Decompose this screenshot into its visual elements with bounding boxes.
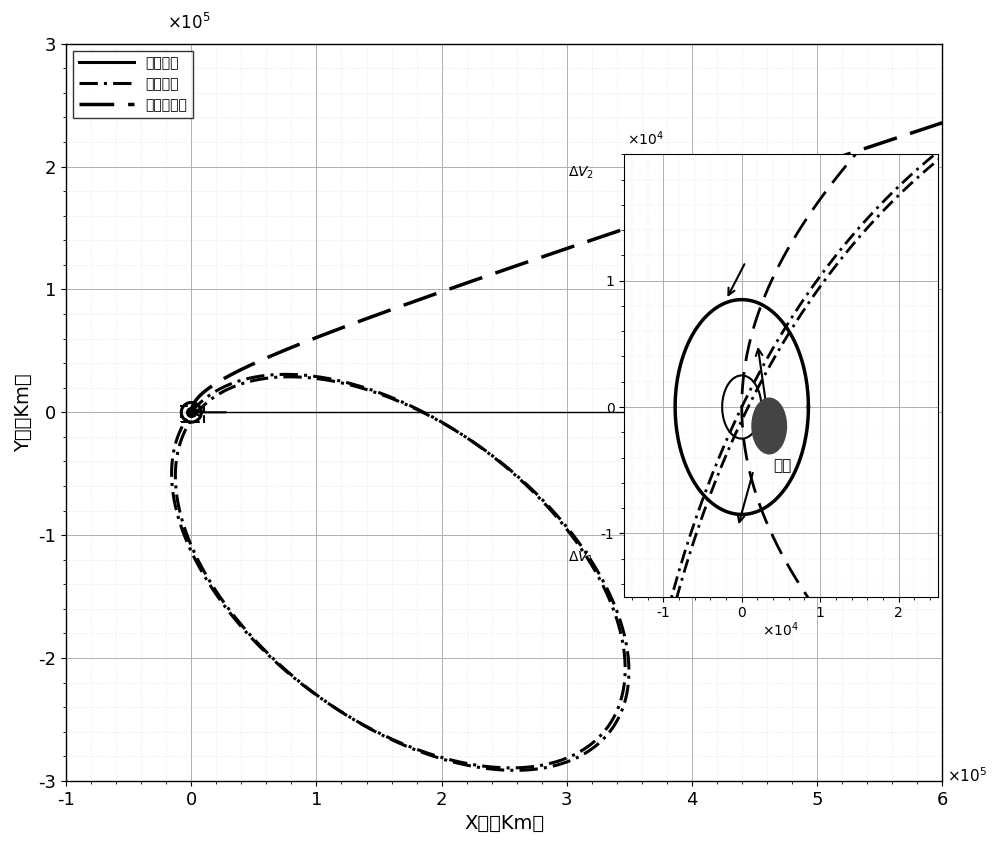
Bar bbox=[181, 407, 204, 422]
X-axis label: X轴（Km）: X轴（Km） bbox=[464, 814, 544, 833]
Text: $\times 10^5$: $\times 10^5$ bbox=[947, 766, 987, 784]
Text: $\times 10^5$: $\times 10^5$ bbox=[167, 13, 211, 33]
Y-axis label: Y轴（Km）: Y轴（Km） bbox=[14, 373, 33, 451]
Legend: 目标轨道, 转移轨道, 双曲线轨道: 目标轨道, 转移轨道, 双曲线轨道 bbox=[73, 51, 193, 118]
